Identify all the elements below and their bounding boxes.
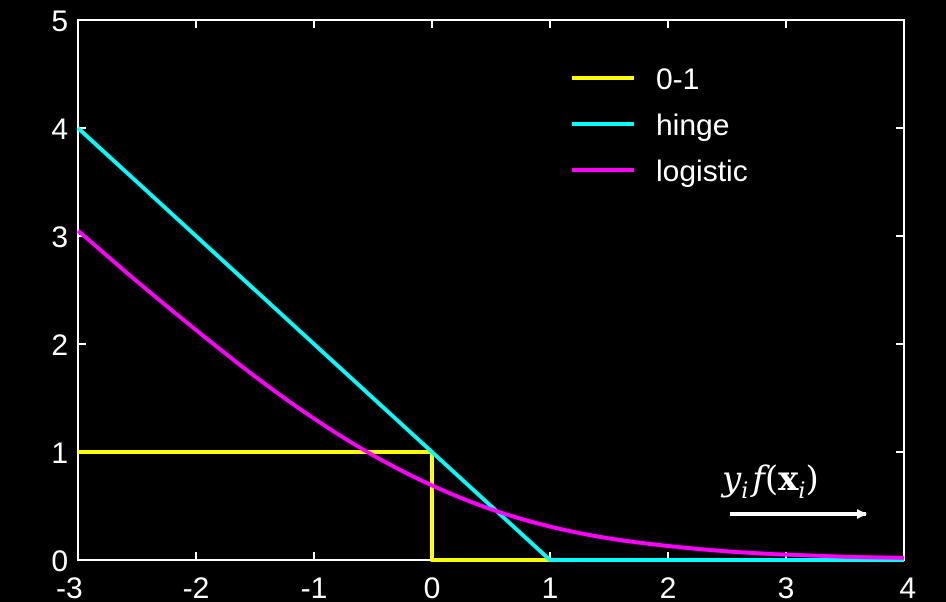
legend-label-0-1: 0-1 [656, 63, 699, 96]
y-tick-label: 3 [51, 221, 68, 254]
y-tick-label: 2 [51, 329, 68, 362]
x-tick-label: -1 [301, 572, 328, 602]
x-tick-label: 4 [899, 572, 916, 602]
y-tick-label: 5 [51, 5, 68, 38]
x-tick-label: 0 [424, 572, 441, 602]
y-tick-label: 0 [51, 545, 68, 578]
x-tick-label: 2 [660, 572, 677, 602]
legend-label-logistic: logistic [656, 155, 748, 188]
series-line-hinge [76, 126, 904, 562]
y-tick-label: 4 [51, 113, 68, 146]
series-layer [76, 126, 905, 562]
y-tick-label: 1 [51, 437, 68, 470]
legend-label-hinge: hinge [656, 109, 729, 142]
x-tick-label: 1 [542, 572, 559, 602]
x-tick-label: -3 [56, 572, 83, 602]
legend: 0-1 hinge logistic [572, 63, 748, 188]
x-tick-label: 3 [778, 572, 795, 602]
plot-area [77, 19, 905, 561]
series-line-logistic [76, 229, 905, 560]
y-axis: 0 1 2 3 4 5 [51, 5, 904, 578]
x-tick-label: -2 [183, 572, 210, 602]
x-axis-label-text: yi f(xi) [720, 459, 819, 504]
x-axis-label: yi f(xi) [720, 459, 867, 519]
x-axis: -3 -2 -1 0 1 2 3 4 [56, 20, 916, 602]
